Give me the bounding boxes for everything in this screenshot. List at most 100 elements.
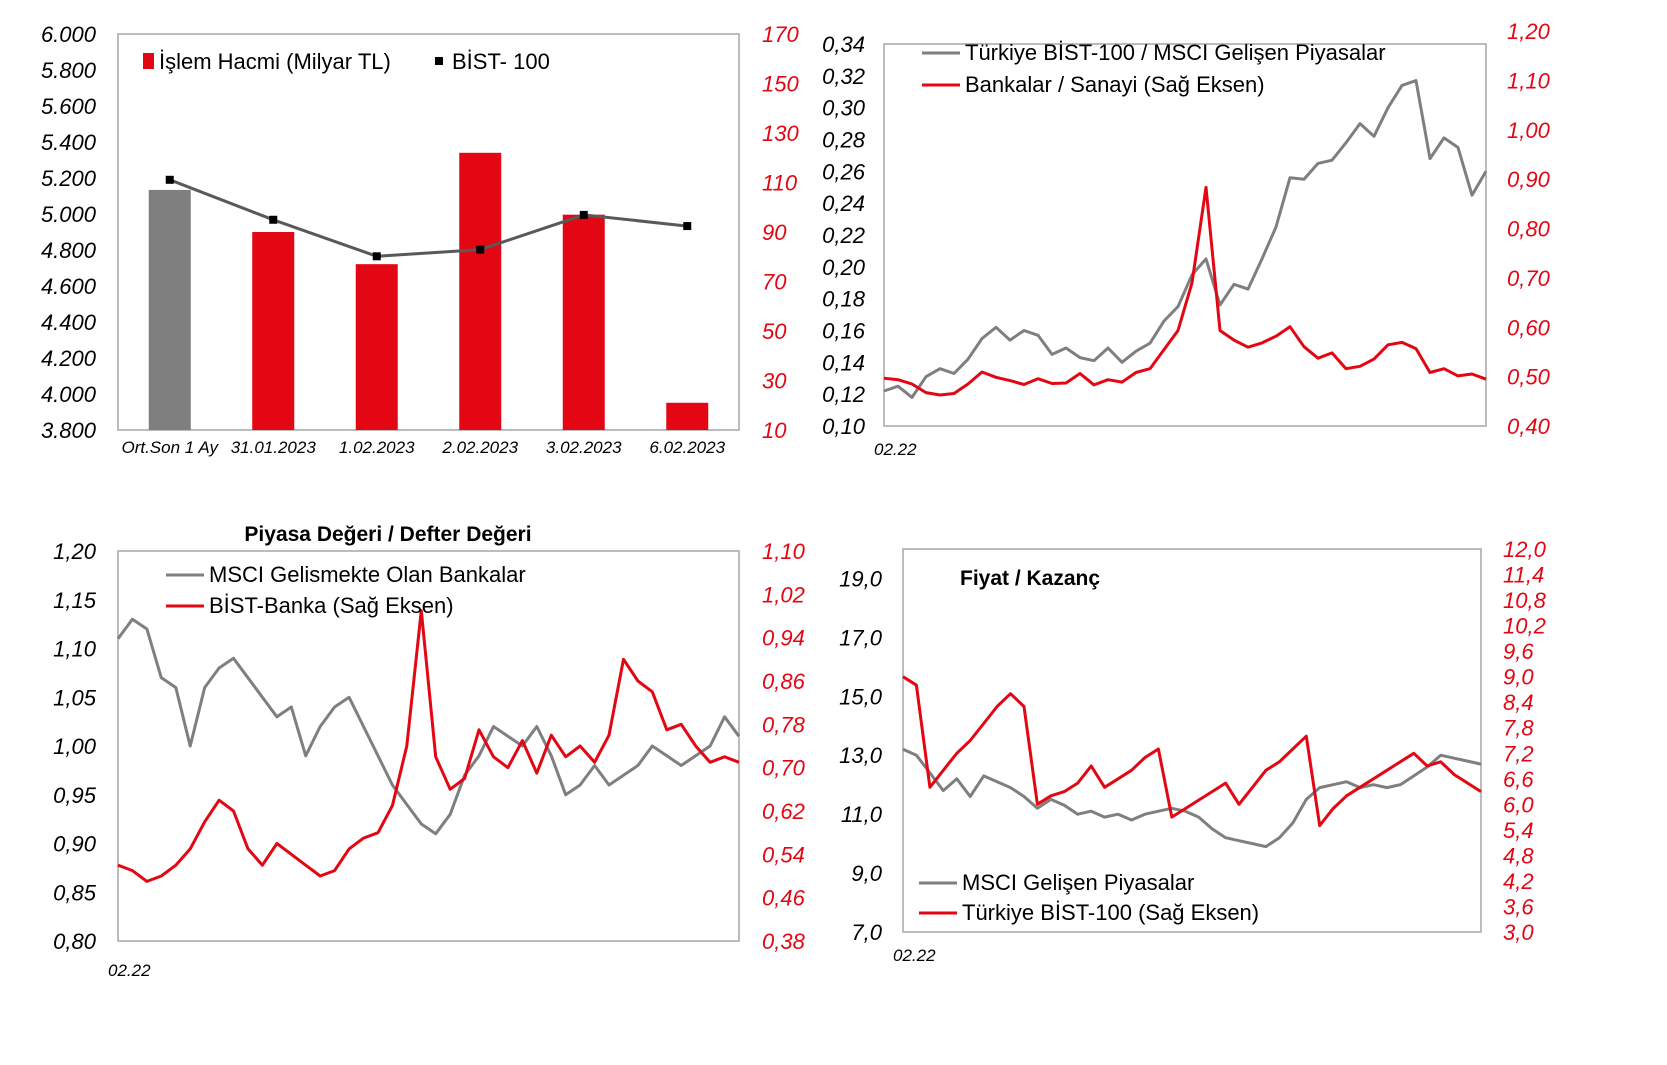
msci-em-banks-line (116, 617, 741, 836)
x-axis-tick-label: 31.01.2023 (231, 438, 317, 457)
right-axis-tick-label: 10 (762, 418, 787, 443)
right-axis-tick-label: 7,2 (1503, 741, 1534, 766)
bist-bank-line (117, 609, 740, 883)
right-axis-tick-label: 6,6 (1503, 767, 1534, 792)
right-axis-tick-label: 150 (762, 72, 799, 97)
left-axis-tick-label: 6.000 (41, 22, 97, 47)
left-axis-tick-label: 5.000 (41, 202, 97, 227)
right-axis-tick-label: 0,90 (1507, 167, 1551, 192)
right-axis-tick-label: 0,54 (762, 842, 805, 867)
right-axis-tick-label: 0,70 (1507, 266, 1551, 291)
left-axis-tick-label: 0,16 (822, 319, 866, 344)
left-axis-tick-label: 1,10 (53, 637, 97, 662)
left-axis-tick-label: 11,0 (841, 802, 883, 827)
bist100-marker (269, 215, 278, 224)
right-axis-tick-label: 8,4 (1503, 690, 1534, 715)
legend-volume-label: İşlem Hacmi (Milyar TL) (159, 49, 391, 74)
legend-volume-swatch (143, 53, 154, 69)
volume-bar (148, 189, 191, 430)
x-axis-tick-label: 2.02.2023 (441, 438, 518, 457)
left-axis-tick-label: 1,15 (53, 588, 97, 613)
right-axis-tick-label: 90 (762, 220, 787, 245)
left-axis-tick-label: 9,0 (851, 861, 882, 886)
left-axis-tick-label: 4.000 (41, 382, 97, 407)
bist100-marker (683, 222, 692, 231)
left-axis-tick-label: 0,10 (822, 414, 866, 439)
bist-msci-ratio-line (883, 79, 1488, 399)
volume-bar (355, 264, 398, 430)
right-axis-tick-label: 110 (762, 171, 798, 196)
legend-bist100-swatch (435, 57, 443, 65)
left-axis-tick-label: 0,95 (53, 783, 97, 808)
right-axis-tick-label: 4,2 (1503, 869, 1534, 894)
volume-bar (562, 214, 605, 430)
left-axis-tick-label: 4.600 (41, 274, 97, 299)
left-axis-tick-label: 0,34 (822, 32, 865, 57)
legend-msci-em-banks-label: MSCI Gelismekte Olan Bankalar (209, 562, 526, 587)
left-axis-tick-label: 1,00 (53, 734, 97, 759)
left-axis-tick-label: 0,90 (53, 832, 97, 857)
left-axis-tick-label: 1,05 (53, 685, 97, 710)
left-axis-tick-label: 0,14 (822, 350, 865, 375)
right-axis-tick-label: 4,8 (1503, 843, 1534, 868)
bist100-marker (579, 210, 588, 219)
right-axis-tick-label: 130 (762, 121, 799, 146)
left-axis-tick-label: 5.600 (41, 94, 97, 119)
legend-bist100-pe-label: Türkiye BİST-100 (Sağ Eksen) (962, 900, 1259, 925)
right-axis-tick-label: 170 (762, 22, 799, 47)
right-axis-tick-label: 1,10 (762, 539, 806, 564)
right-axis-tick-label: 10,8 (1503, 588, 1547, 613)
bist100-marker (372, 252, 381, 261)
right-axis-tick-label: 10,2 (1503, 614, 1546, 639)
left-axis-tick-label: 0,18 (822, 287, 866, 312)
left-axis-tick-label: 0,85 (53, 880, 97, 905)
left-axis-tick-label: 0,22 (822, 223, 865, 248)
left-axis-tick-label: 0,20 (822, 255, 866, 280)
left-axis-tick-label: 4.200 (41, 346, 97, 371)
left-axis-tick-label: 5.200 (41, 166, 97, 191)
bist100-marker (165, 175, 174, 184)
right-axis-tick-label: 9,6 (1503, 639, 1534, 664)
left-axis-tick-label: 0,80 (53, 929, 97, 954)
legend-bist-msci-label: Türkiye BİST-100 / MSCI Gelişen Piyasala… (965, 40, 1386, 65)
x-axis-start-label: 02.22 (108, 961, 151, 980)
left-axis-tick-label: 0,12 (822, 382, 865, 407)
legend-msci-em-label: MSCI Gelişen Piyasalar (962, 870, 1194, 895)
right-axis-tick-label: 0,50 (1507, 365, 1551, 390)
right-axis-tick-label: 1,20 (1507, 19, 1551, 44)
x-axis-tick-label: 1.02.2023 (339, 438, 415, 457)
volume-bar (459, 152, 502, 431)
left-axis-tick-label: 5.800 (41, 58, 97, 83)
right-axis-tick-label: 5,4 (1503, 818, 1534, 843)
right-axis-tick-label: 30 (762, 369, 787, 394)
msci-em-pe-line (902, 747, 1482, 849)
right-axis-tick-label: 0,40 (1507, 414, 1551, 439)
bist100-marker (476, 245, 485, 254)
chart4-title: Fiyat / Kazanç (960, 567, 1100, 590)
left-axis-tick-label: 17,0 (839, 625, 883, 650)
right-axis-tick-label: 7,8 (1503, 716, 1534, 741)
volume-bar (666, 402, 709, 430)
left-axis-tick-label: 0,24 (822, 191, 865, 216)
left-axis-tick-label: 3.800 (41, 418, 97, 443)
right-axis-tick-label: 3,0 (1503, 920, 1534, 945)
right-axis-tick-label: 11,4 (1503, 563, 1544, 588)
left-axis-tick-label: 19,0 (839, 566, 883, 591)
right-axis-tick-label: 12,0 (1503, 537, 1547, 562)
chart4-plot-frame (902, 548, 1482, 933)
left-axis-tick-label: 4.400 (41, 310, 97, 335)
legend-bist100-label: BİST- 100 (452, 49, 550, 74)
bist100-line (169, 178, 688, 258)
right-axis-tick-label: 0,94 (762, 626, 805, 651)
right-axis-tick-label: 0,38 (762, 929, 806, 954)
left-axis-tick-label: 5.400 (41, 130, 97, 155)
right-axis-tick-label: 0,46 (762, 886, 806, 911)
chart1-plot-frame (117, 33, 740, 431)
legend-banks-industry-label: Bankalar / Sanayi (Sağ Eksen) (965, 72, 1265, 97)
right-axis-tick-label: 0,78 (762, 712, 806, 737)
right-axis-tick-label: 1,00 (1507, 118, 1551, 143)
left-axis-tick-label: 0,28 (822, 128, 866, 153)
right-axis-tick-label: 0,60 (1507, 315, 1551, 340)
left-axis-tick-label: 0,30 (822, 96, 866, 121)
